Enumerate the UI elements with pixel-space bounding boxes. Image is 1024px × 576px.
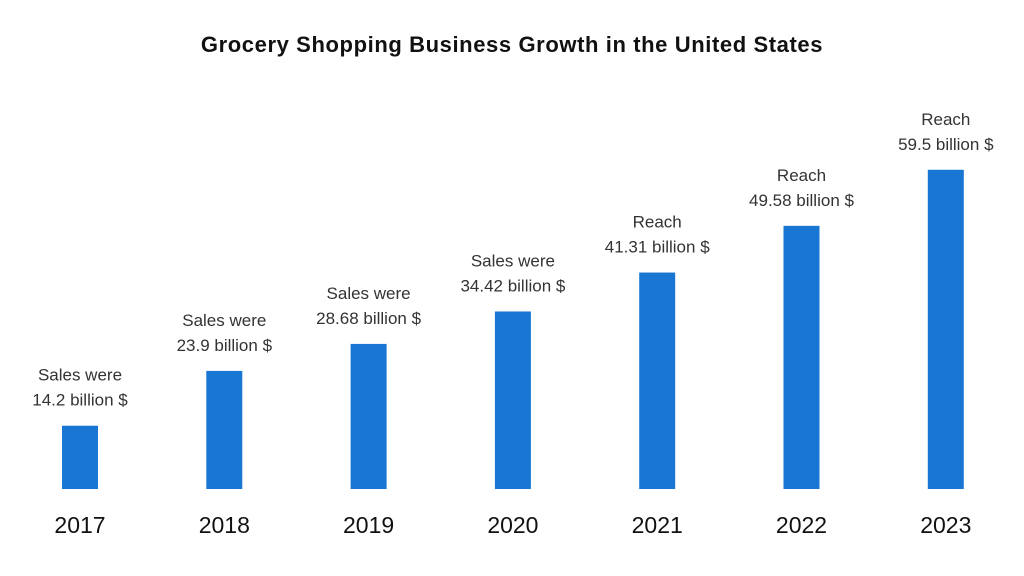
x-tick-label: 2020 (487, 512, 538, 538)
x-tick-label: 2022 (776, 512, 827, 538)
bar-2018 (206, 370, 243, 489)
data-label-line2: 49.58 billion $ (749, 191, 854, 210)
data-label-line2: 28.68 billion $ (316, 309, 421, 328)
bar-2017 (62, 425, 98, 489)
data-label-line1: Reach (633, 213, 682, 232)
data-label-line1: Reach (777, 166, 826, 185)
bar-2022 (783, 225, 820, 489)
data-label-line1: Sales were (182, 311, 266, 330)
data-label-line2: 41.31 billion $ (605, 238, 710, 257)
bar-2021 (639, 272, 676, 489)
x-tick-label: 2019 (343, 512, 394, 538)
data-label-line2: 59.5 billion $ (898, 135, 994, 154)
data-label-line2: 34.42 billion $ (460, 276, 565, 295)
bar-2019 (350, 343, 387, 489)
chart-title: Grocery Shopping Business Growth in the … (200, 32, 824, 57)
data-label-line2: 14.2 billion $ (32, 391, 128, 410)
x-tick-label: 2021 (632, 512, 683, 538)
bar-2023 (927, 169, 964, 489)
data-label-line2: 23.9 billion $ (177, 336, 273, 355)
bar-2020 (494, 311, 531, 489)
x-tick-label: 2017 (54, 512, 105, 538)
x-tick-label: 2018 (199, 512, 250, 538)
data-label-line1: Reach (921, 110, 970, 129)
x-tick-label: 2023 (920, 512, 971, 538)
data-label-line1: Sales were (471, 251, 555, 270)
data-label-line1: Sales were (327, 284, 411, 303)
data-label-line1: Sales were (38, 366, 122, 385)
